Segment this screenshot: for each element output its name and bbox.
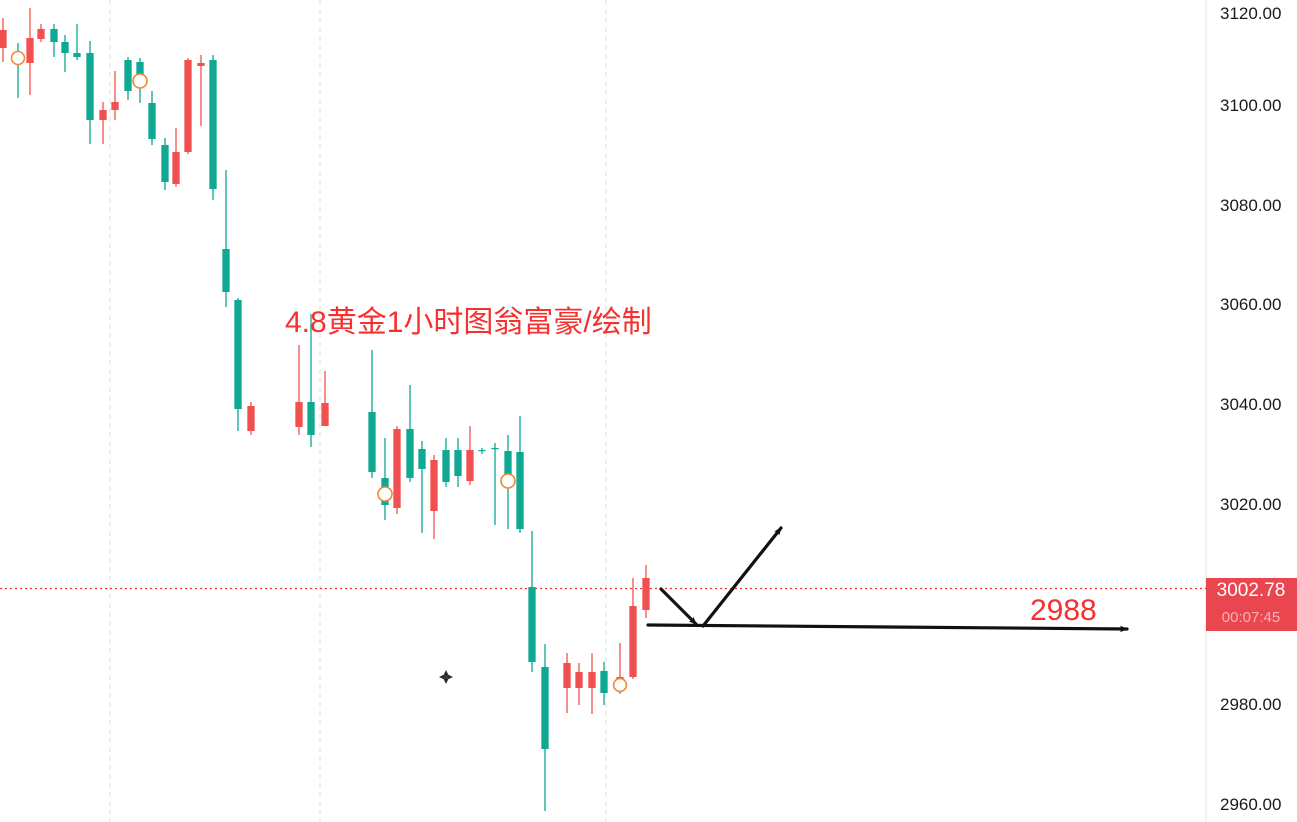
svg-text:3060.00: 3060.00 — [1220, 295, 1281, 314]
svg-text:4.8黄金1小时图翁富豪/绘制: 4.8黄金1小时图翁富豪/绘制 — [285, 306, 652, 339]
svg-text:2960.00: 2960.00 — [1220, 795, 1281, 814]
svg-text:3080.00: 3080.00 — [1220, 196, 1281, 215]
svg-text:2980.00: 2980.00 — [1220, 695, 1281, 714]
svg-text:3120.00: 3120.00 — [1220, 4, 1281, 23]
svg-text:3100.00: 3100.00 — [1220, 96, 1281, 115]
svg-text:2988: 2988 — [1030, 594, 1097, 627]
svg-text:00:07:45: 00:07:45 — [1222, 609, 1280, 626]
svg-text:3040.00: 3040.00 — [1220, 395, 1281, 414]
svg-text:3020.00: 3020.00 — [1220, 495, 1281, 514]
svg-text:3002.78: 3002.78 — [1217, 580, 1286, 601]
